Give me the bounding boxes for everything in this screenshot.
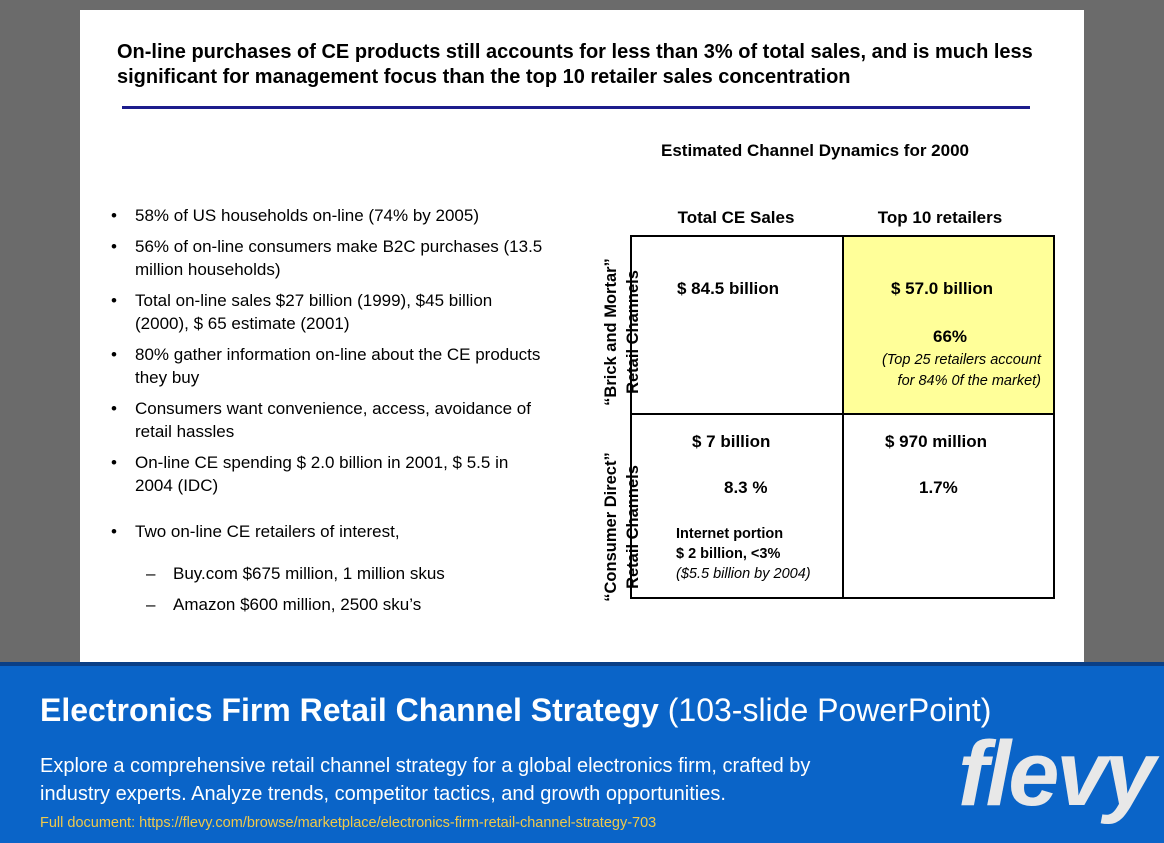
bullet-item: 56% of on-line consumers make B2C purcha…: [108, 235, 548, 281]
internet-portion-label: Internet portion: [676, 526, 784, 542]
cell-consumer-direct-total: $ 7 billion 8.3 % Internet portion $ 2 b…: [630, 413, 844, 599]
bullet-item: On-line CE spending $ 2.0 billion in 200…: [108, 451, 548, 497]
cell-value: $ 7 billion: [692, 432, 771, 451]
cell-note: (Top 25 retailers account for 84% 0f the…: [844, 350, 1041, 392]
bullet-item: 58% of US households on-line (74% by 200…: [108, 204, 548, 227]
banner-title: Electronics Firm Retail Channel Strategy…: [40, 692, 991, 729]
banner-description: Explore a comprehensive retail channel s…: [40, 755, 811, 805]
cell-value: $ 84.5 billion: [677, 279, 780, 298]
internet-portion-value: $ 2 billion, <3%: [676, 546, 781, 562]
cell-percent: 66%: [933, 327, 968, 346]
row-label-line: “Consumer Direct”: [602, 452, 620, 602]
column-header-total-ce-sales: Total CE Sales: [677, 208, 795, 227]
channel-matrix: $ 84.5 billion $ 57.0 billion 66% (Top 2…: [630, 235, 1055, 599]
slide: On-line purchases of CE products still a…: [80, 10, 1084, 662]
cell-consumer-direct-top10: $ 970 million 1.7%: [842, 413, 1055, 599]
cell-brick-mortar-total: $ 84.5 billion: [630, 235, 844, 415]
sub-bullet-item: Buy.com $675 million, 1 million skus: [146, 562, 566, 585]
title-rule: [122, 106, 1030, 109]
banner-title-sub: (103-slide PowerPoint): [658, 692, 992, 728]
slide-title: On-line purchases of CE products still a…: [117, 41, 1033, 88]
flevy-logo[interactable]: flevy: [958, 723, 1156, 825]
column-header-top-10-retailers: Top 10 retailers: [877, 208, 1003, 227]
cell-percent: 1.7%: [919, 478, 958, 497]
bullet-item: Two on-line CE retailers of interest,: [108, 520, 548, 543]
cell-note-line: for 84% 0f the market): [897, 373, 1041, 389]
bullet-item: Consumers want convenience, access, avoi…: [108, 397, 548, 443]
bullet-item: Total on-line sales $27 billion (1999), …: [108, 289, 548, 335]
banner-title-main: Electronics Firm Retail Channel Strategy: [40, 692, 659, 728]
document-link[interactable]: Full document: https://flevy.com/browse/…: [40, 815, 657, 831]
bullet-list: 58% of US households on-line (74% by 200…: [108, 204, 548, 551]
cell-brick-mortar-top10: $ 57.0 billion 66% (Top 25 retailers acc…: [842, 235, 1055, 415]
internet-portion-forecast: ($5.5 billion by 2004): [676, 566, 811, 582]
promo-banner: Electronics Firm Retail Channel Strategy…: [0, 662, 1164, 843]
sub-bullet-item: Amazon $600 million, 2500 sku’s: [146, 593, 566, 616]
cell-value: $ 970 million: [885, 432, 988, 451]
cell-note-line: (Top 25 retailers account: [881, 352, 1041, 368]
cell-value: $ 57.0 billion: [891, 279, 994, 298]
bullet-item: 80% gather information on-line about the…: [108, 343, 548, 389]
cell-percent: 8.3 %: [724, 478, 768, 497]
sub-bullet-list: Buy.com $675 million, 1 million skus Ama…: [146, 562, 566, 624]
channel-dynamics-heading: Estimated Channel Dynamics for 2000: [661, 141, 970, 160]
